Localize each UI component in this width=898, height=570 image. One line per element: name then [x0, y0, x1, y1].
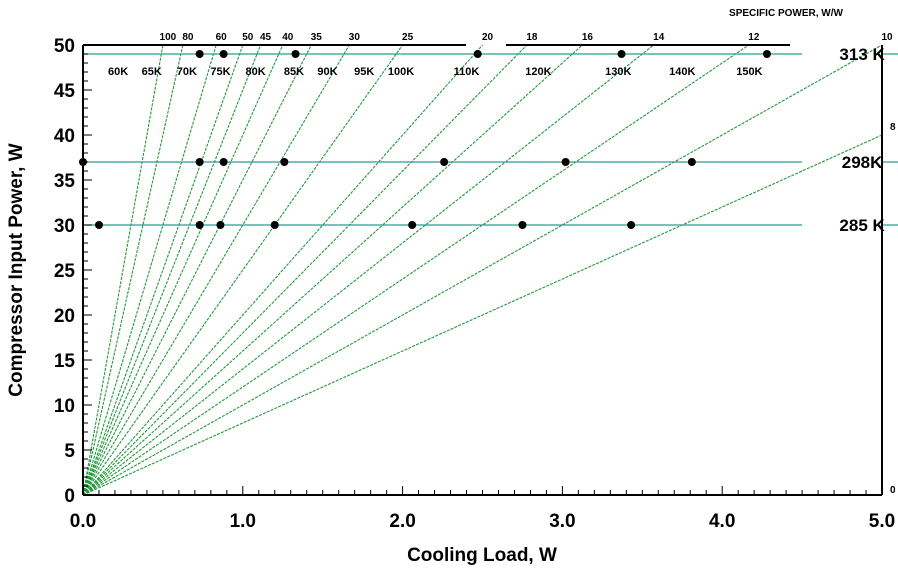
specific-power-line	[83, 45, 483, 495]
data-point	[271, 221, 279, 229]
temperature-label: 75K	[210, 66, 230, 78]
temperature-label: 150K	[736, 66, 762, 78]
specific-power-line	[83, 45, 882, 495]
temperature-labels: 60K 65K 70K 75K 80K 85K 90K 95K 100K 110K 120K 130K…	[108, 66, 763, 78]
specific-power-label: 16	[582, 32, 594, 43]
specific-power-label: 40	[282, 32, 294, 43]
data-point	[292, 50, 300, 58]
data-point	[562, 158, 570, 166]
isotherm-label: 313 K	[839, 45, 885, 64]
data-point	[220, 158, 228, 166]
temperature-label: 80K	[245, 66, 265, 78]
specific-power-line	[83, 45, 311, 495]
specific-power-title: SPECIFIC POWER, W/W	[729, 8, 843, 19]
specific-power-line	[83, 45, 527, 495]
temperature-label: 65K	[142, 66, 162, 78]
specific-power-line	[83, 45, 243, 495]
isotherm-labels: 313 K 298K 285 K	[839, 45, 885, 235]
data-point	[763, 50, 771, 58]
data-point	[196, 221, 204, 229]
specific-power-line	[83, 45, 183, 495]
specific-power-label: 10	[881, 32, 893, 43]
temperature-label: 70K	[177, 66, 197, 78]
specific-power-label: 45	[260, 32, 272, 43]
temperature-label: 90K	[317, 66, 337, 78]
y-tick-label: 45	[54, 81, 76, 102]
temperature-label: 120K	[525, 66, 551, 78]
temperature-label: 85K	[284, 66, 304, 78]
specific-power-label: 30	[349, 32, 361, 43]
specific-power-label: 35	[311, 32, 323, 43]
data-point	[220, 50, 228, 58]
isotherm-lines	[83, 54, 898, 225]
specific-power-label: 50	[242, 32, 254, 43]
y-tick-label: 0	[64, 486, 75, 507]
x-tick-label: 1.0	[230, 511, 256, 532]
y-tick-label: 5	[64, 441, 75, 462]
data-point	[474, 50, 482, 58]
y-tick-label: 40	[54, 126, 75, 147]
data-point	[688, 158, 696, 166]
y-axis-title: Compressor Input Power, W	[6, 143, 27, 396]
tick-labels: 0.0 1.0 2.0 3.0 4.0 5.0 0 5 10 15 20 25 30 35 40 45 50	[54, 36, 895, 532]
x-tick-label: 2.0	[389, 511, 415, 532]
specific-power-label: 0	[890, 485, 896, 496]
x-tick-label: 5.0	[869, 511, 895, 532]
y-tick-label: 15	[54, 351, 76, 372]
data-point	[618, 50, 626, 58]
specific-power-line	[83, 45, 582, 495]
x-axis-title: Cooling Load, W	[407, 545, 557, 566]
data-point	[627, 221, 635, 229]
specific-power-line	[83, 45, 403, 495]
data-point	[440, 158, 448, 166]
data-point	[196, 158, 204, 166]
data-point	[79, 158, 87, 166]
data-point	[95, 221, 103, 229]
specific-power-label: 60	[216, 32, 228, 43]
data-point	[280, 158, 288, 166]
specific-power-label: 25	[402, 32, 414, 43]
isotherm-label: 298K	[842, 153, 883, 172]
temperature-label: 100K	[388, 66, 414, 78]
data-point	[518, 221, 526, 229]
y-tick-label: 25	[54, 261, 76, 282]
isotherm-label: 285 K	[839, 216, 885, 235]
x-tick-label: 3.0	[549, 511, 575, 532]
y-tick-label: 50	[54, 36, 75, 57]
y-tick-label: 10	[54, 396, 75, 417]
data-point	[408, 221, 416, 229]
temperature-label: 60K	[108, 66, 128, 78]
specific-power-label: 18	[526, 32, 538, 43]
data-point	[196, 50, 204, 58]
y-tick-label: 30	[54, 216, 75, 237]
specific-power-line	[83, 45, 654, 495]
y-tick-label: 35	[54, 171, 76, 192]
y-tick-label: 20	[54, 306, 75, 327]
temperature-label: 140K	[669, 66, 695, 78]
temperature-label: 95K	[354, 66, 374, 78]
specific-power-label: 8	[890, 122, 896, 133]
specific-power-label: 14	[653, 32, 665, 43]
temperature-label: 130K	[605, 66, 631, 78]
specific-power-lines	[83, 45, 882, 495]
specific-power-line	[83, 135, 882, 495]
temperature-label: 110K	[454, 66, 480, 78]
specific-power-label: 80	[182, 32, 194, 43]
specific-power-label: 100	[160, 32, 177, 43]
x-tick-label: 4.0	[709, 511, 735, 532]
specific-power-label: 12	[748, 32, 760, 43]
x-tick-label: 0.0	[70, 511, 96, 532]
specific-power-label: 20	[482, 32, 494, 43]
data-point	[216, 221, 224, 229]
